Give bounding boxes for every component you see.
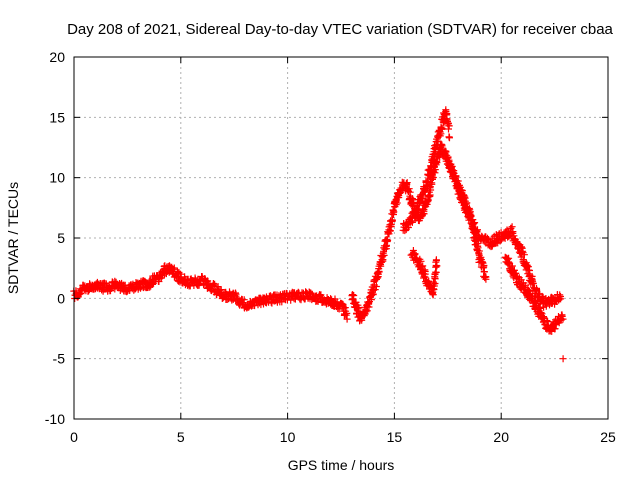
x-tick-label: 10: [280, 429, 296, 445]
y-tick-labels: -10 -5 0 5 10 15 20: [45, 49, 65, 427]
data-point: [522, 282, 530, 290]
data-point: [149, 280, 157, 288]
data-point: [425, 192, 433, 200]
data-points: [70, 106, 567, 363]
data-point: [430, 286, 438, 293]
data-point: [482, 273, 490, 281]
data-point: [405, 185, 413, 193]
data-point: [390, 211, 397, 218]
data-point: [531, 298, 539, 306]
data-point: [197, 276, 205, 284]
data-point: [137, 284, 144, 292]
data-point: [386, 227, 394, 235]
data-point: [175, 269, 183, 277]
data-point: [478, 258, 486, 266]
data-point: [409, 247, 417, 254]
data-point: [403, 179, 411, 187]
data-point: [448, 163, 456, 170]
y-tick-label: -5: [53, 351, 66, 367]
data-point: [503, 226, 511, 234]
data-point: [424, 177, 431, 185]
x-tick-label: 15: [387, 429, 403, 445]
data-point: [559, 355, 567, 363]
data-point: [438, 124, 446, 132]
data-point: [431, 166, 439, 174]
data-point: [424, 178, 432, 186]
x-axis-label: GPS time / hours: [288, 457, 395, 473]
data-point: [149, 279, 157, 287]
data-point: [384, 236, 392, 244]
data-point: [517, 243, 525, 251]
data-point: [444, 153, 452, 161]
x-tick-label: 5: [177, 429, 185, 445]
data-point: [408, 218, 416, 226]
y-tick-label: 10: [49, 170, 65, 186]
data-point: [556, 291, 564, 299]
x-tick-labels: 0 5 10 15 20 25: [70, 429, 616, 445]
data-point: [458, 187, 466, 195]
data-point: [433, 262, 441, 270]
data-point: [529, 278, 537, 286]
data-point: [551, 325, 559, 333]
data-point: [419, 195, 426, 203]
data-point: [446, 134, 453, 142]
data-point: [307, 289, 315, 297]
data-point: [529, 279, 537, 287]
data-point: [251, 302, 259, 310]
data-point: [387, 223, 395, 230]
data-point: [508, 223, 516, 231]
y-axis-label: SDTVAR / TECUs: [5, 182, 21, 294]
data-point: [228, 296, 236, 304]
data-point: [380, 251, 388, 259]
data-point: [409, 198, 417, 206]
data-point: [393, 199, 401, 207]
data-point: [523, 261, 531, 269]
data-point: [362, 308, 370, 316]
data-point: [529, 292, 537, 300]
data-point: [414, 205, 422, 213]
y-tick-label: 0: [57, 290, 65, 306]
x-tick-label: 25: [600, 429, 616, 445]
data-point: [372, 283, 380, 290]
x-tick-label: 20: [493, 429, 509, 445]
data-point: [204, 277, 212, 285]
data-point: [445, 156, 453, 164]
data-point: [469, 221, 477, 229]
data-point: [278, 298, 286, 306]
data-point: [535, 303, 543, 311]
data-point: [557, 295, 565, 303]
grid: [74, 57, 608, 419]
x-tick-label: 0: [70, 429, 78, 445]
data-point: [371, 286, 379, 294]
data-point: [520, 251, 528, 259]
data-point: [425, 277, 433, 285]
data-point: [388, 218, 396, 225]
data-point: [417, 257, 425, 265]
y-tick-label: 5: [57, 230, 65, 246]
axis-ticks: [73, 56, 609, 420]
data-point: [559, 315, 567, 323]
y-tick-label: 15: [49, 109, 65, 125]
data-point: [430, 153, 438, 161]
data-point: [555, 296, 563, 304]
data-point: [240, 296, 248, 304]
data-point: [421, 270, 429, 278]
data-point: [343, 315, 351, 323]
chart-title: Day 208 of 2021, Sidereal Day-to-day VTE…: [67, 21, 613, 38]
data-point: [169, 265, 177, 273]
data-point: [445, 122, 453, 130]
data-point: [431, 275, 439, 283]
data-point: [480, 262, 488, 269]
y-tick-label: -10: [45, 411, 65, 427]
data-point: [542, 302, 550, 310]
data-point: [363, 307, 371, 315]
data-point: [350, 292, 358, 299]
data-point: [442, 148, 450, 156]
data-point: [432, 268, 440, 276]
y-tick-label: 20: [49, 49, 65, 65]
data-point: [414, 206, 422, 214]
data-point: [375, 268, 383, 276]
data-point: [505, 258, 513, 266]
